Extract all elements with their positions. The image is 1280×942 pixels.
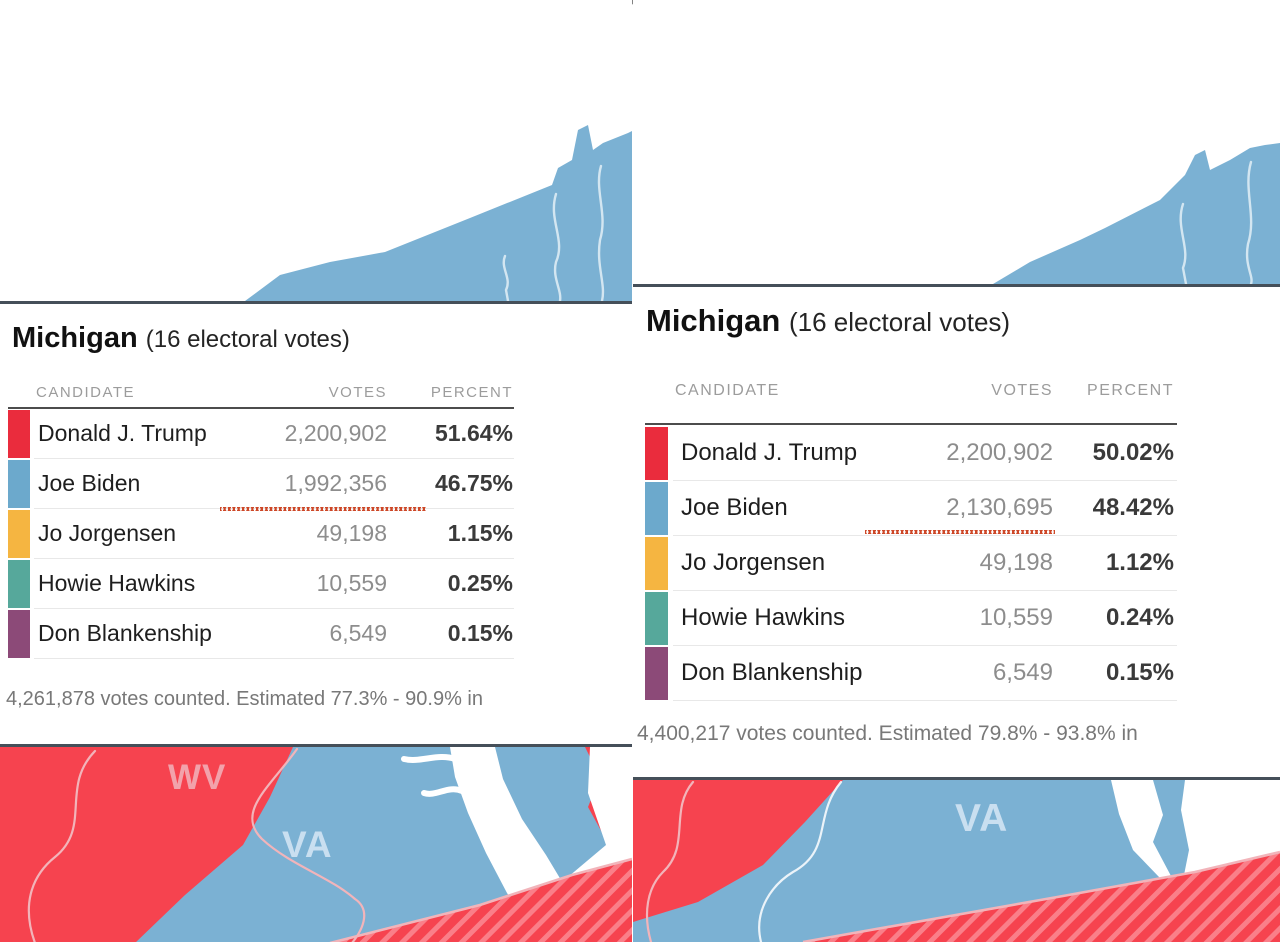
row-separator (673, 535, 1177, 536)
candidate-votes: 2,130,695 (946, 494, 1053, 521)
votes-counted-note: 4,400,217 votes counted. Estimated 79.8%… (637, 722, 1138, 745)
candidate-name: Howie Hawkins (681, 604, 846, 631)
table-row: Don Blankenship 6,549 0.15% (633, 646, 1280, 701)
candidate-name: Joe Biden (681, 494, 788, 521)
table-row: Don Blankenship 6,549 0.15% (0, 609, 632, 659)
candidate-votes: 10,559 (979, 604, 1053, 631)
party-color-swatch (8, 460, 30, 508)
candidate-votes: 2,200,902 (946, 439, 1053, 466)
map-pennsylvania-shape[interactable] (633, 0, 1280, 284)
header-underline (8, 407, 514, 409)
row-separator (34, 658, 514, 659)
row-separator (34, 608, 514, 609)
header-candidate: CANDIDATE (675, 382, 780, 399)
candidate-percent: 0.25% (447, 570, 513, 596)
header-underline (645, 423, 1177, 425)
row-separator (673, 645, 1177, 646)
table-row: Howie Hawkins 10,559 0.25% (0, 559, 632, 609)
party-color-swatch (8, 410, 30, 458)
candidate-percent: 51.64% (434, 420, 513, 446)
votes-counted-note: 4,261,878 votes counted. Estimated 77.3%… (6, 688, 483, 710)
annotation-underline (865, 530, 1055, 534)
table-row: Donald J. Trump 2,200,902 50.02% (633, 426, 1280, 481)
state-title: Michigan (16 electoral votes) (12, 322, 350, 355)
candidate-votes: 6,549 (329, 620, 387, 646)
screenshot-panel-left: Michigan (16 electoral votes) CANDIDATE … (0, 0, 632, 942)
candidate-percent: 0.24% (1105, 604, 1174, 631)
electoral-votes-label: (16 electoral votes) (788, 307, 1011, 337)
candidate-percent: 46.75% (434, 470, 513, 496)
state-name: Michigan (646, 303, 781, 338)
candidate-percent: 0.15% (1105, 659, 1174, 686)
table-row: Jo Jorgensen 49,198 1.15% (0, 509, 632, 559)
candidate-percent: 1.12% (1105, 549, 1174, 576)
candidate-votes: 6,549 (992, 659, 1053, 686)
header-votes: VOTES (991, 382, 1053, 399)
row-separator (34, 458, 514, 459)
party-color-swatch (8, 510, 30, 558)
row-separator (673, 700, 1177, 701)
party-color-swatch (645, 427, 668, 480)
candidate-name: Don Blankenship (38, 620, 212, 646)
candidate-name: Donald J. Trump (681, 439, 858, 466)
candidate-votes: 2,200,902 (284, 420, 387, 446)
party-color-swatch (645, 592, 668, 645)
state-abbr-va[interactable]: VA (282, 824, 333, 865)
screenshot-panel-right: Michigan (16 electoral votes) CANDIDATE … (633, 0, 1280, 942)
party-color-swatch (645, 647, 668, 700)
candidate-percent: 50.02% (1092, 439, 1174, 466)
table-row: Joe Biden 1,992,356 46.75% (0, 459, 632, 509)
candidate-name: Howie Hawkins (38, 570, 196, 596)
candidate-name: Jo Jorgensen (681, 549, 826, 576)
candidate-name: Joe Biden (38, 470, 141, 496)
candidate-votes: 1,992,356 (284, 470, 387, 496)
table-row: Donald J. Trump 2,200,902 51.64% (0, 409, 632, 459)
tooltip-top-border (633, 284, 1280, 287)
candidate-votes: 10,559 (316, 570, 387, 596)
tooltip-bottom-border (633, 777, 1280, 780)
party-color-swatch (645, 537, 668, 590)
table-row: Joe Biden 2,130,695 48.42% (633, 481, 1280, 536)
tooltip-top-border (0, 301, 632, 304)
state-title: Michigan (16 electoral votes) (646, 303, 1010, 339)
state-name: Michigan (12, 322, 138, 354)
candidate-percent: 1.15% (447, 520, 513, 546)
map-virginia-region[interactable] (0, 747, 632, 942)
header-candidate: CANDIDATE (36, 384, 136, 401)
header-percent: PERCENT (430, 384, 513, 401)
row-separator (673, 590, 1177, 591)
map-pennsylvania-shape[interactable] (0, 0, 632, 301)
header-percent: PERCENT (1087, 382, 1174, 399)
candidate-percent: 0.15% (447, 620, 513, 646)
candidate-votes: 49,198 (979, 549, 1053, 576)
candidate-name: Jo Jorgensen (38, 520, 177, 546)
tooltip-bottom-border (0, 744, 632, 747)
state-abbr-wv[interactable]: WV (168, 758, 227, 797)
row-separator (673, 480, 1177, 481)
party-color-swatch (645, 482, 668, 535)
candidate-name: Donald J. Trump (38, 420, 207, 446)
party-color-swatch (8, 610, 30, 658)
state-abbr-va[interactable]: VA (955, 797, 1009, 840)
candidate-percent: 48.42% (1092, 494, 1174, 521)
electoral-votes-label: (16 electoral votes) (145, 326, 350, 353)
table-row: Howie Hawkins 10,559 0.24% (633, 591, 1280, 646)
candidate-name: Don Blankenship (681, 659, 863, 686)
results-table: Donald J. Trump 2,200,902 50.02% Joe Bid… (633, 426, 1280, 701)
row-separator (34, 558, 514, 559)
table-row: Jo Jorgensen 49,198 1.12% (633, 536, 1280, 591)
results-table: Donald J. Trump 2,200,902 51.64% Joe Bid… (0, 409, 632, 659)
candidate-votes: 49,198 (316, 520, 387, 546)
annotation-underline (220, 507, 426, 511)
party-color-swatch (8, 560, 30, 608)
header-votes: VOTES (328, 384, 387, 401)
map-virginia-region[interactable] (633, 780, 1280, 942)
